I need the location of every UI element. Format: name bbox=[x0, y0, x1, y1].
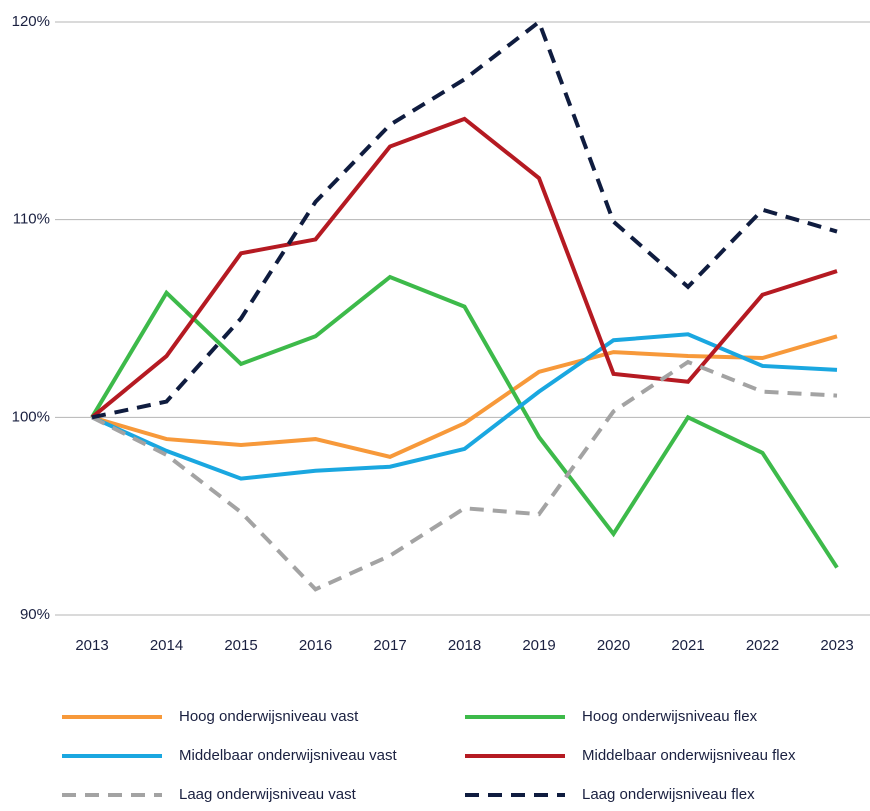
x-tick-label: 2020 bbox=[597, 637, 630, 654]
x-tick-label: 2013 bbox=[75, 637, 108, 654]
series-line bbox=[90, 274, 839, 569]
series-line bbox=[91, 332, 838, 481]
x-tick-label: 2022 bbox=[746, 637, 779, 654]
legend-label: Middelbaar onderwijsniveau flex bbox=[582, 747, 796, 764]
legend-label: Laag onderwijsniveau flex bbox=[582, 786, 755, 803]
y-tick-label: 100% bbox=[12, 408, 50, 425]
x-tick-label: 2016 bbox=[299, 637, 332, 654]
series-line bbox=[91, 334, 838, 459]
series-line bbox=[90, 116, 838, 419]
y-tick-label: 120% bbox=[12, 13, 50, 30]
x-tick-label: 2017 bbox=[373, 637, 406, 654]
legend-label: Hoog onderwijsniveau vast bbox=[179, 708, 359, 725]
x-tick-label: 2018 bbox=[448, 637, 481, 654]
x-tick-label: 2019 bbox=[522, 637, 555, 654]
series-line bbox=[91, 359, 838, 592]
x-tick-label: 2021 bbox=[671, 637, 704, 654]
legend-label: Hoog onderwijsniveau flex bbox=[582, 708, 758, 725]
x-tick-label: 2014 bbox=[150, 637, 183, 654]
x-tick-label: 2015 bbox=[224, 637, 257, 654]
legend-label: Middelbaar onderwijsniveau vast bbox=[179, 747, 397, 764]
y-tick-label: 90% bbox=[20, 606, 50, 623]
x-tick-label: 2023 bbox=[820, 637, 853, 654]
legend-label: Laag onderwijsniveau vast bbox=[179, 786, 357, 803]
series-line bbox=[91, 18, 838, 420]
y-tick-label: 110% bbox=[13, 211, 50, 228]
